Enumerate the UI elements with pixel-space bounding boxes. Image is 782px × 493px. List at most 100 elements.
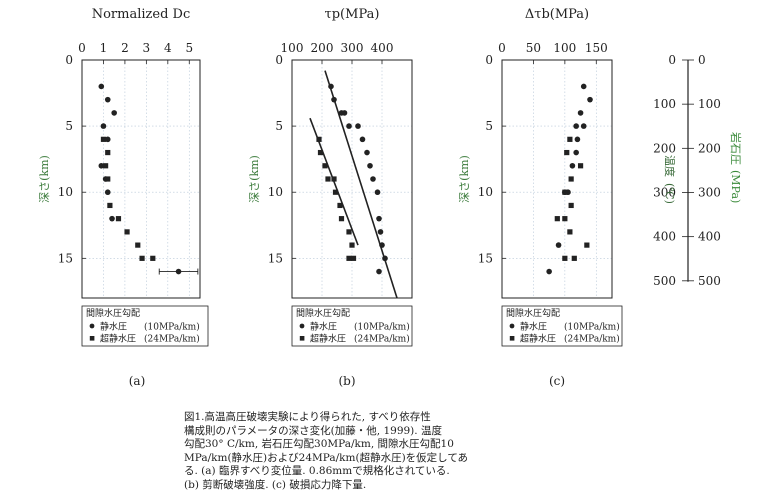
x-tick-label: 0 xyxy=(498,41,506,55)
data-point-suprahydrostatic xyxy=(103,163,109,169)
data-point-suprahydrostatic xyxy=(567,136,573,142)
data-point-hydrostatic xyxy=(175,268,182,275)
legend-unit: (10MPa/km) xyxy=(144,322,200,333)
temperature-label: 温度 xyxy=(663,155,677,177)
legend-unit: (24MPa/km) xyxy=(354,334,410,345)
x-tick-label: 400 xyxy=(371,41,394,55)
y-tick-label: 10 xyxy=(268,185,283,199)
data-point-hydrostatic xyxy=(364,149,370,156)
left-tick-label: 100 xyxy=(653,97,676,111)
x-tick-label: 1 xyxy=(100,41,108,55)
data-point-suprahydrostatic xyxy=(568,202,574,209)
legend-marker-square xyxy=(89,336,95,341)
legend-title: 間隙水圧勾配 xyxy=(86,307,140,319)
y-tick-label: 0 xyxy=(65,53,73,67)
data-point-suprahydrostatic xyxy=(567,229,573,235)
data-point-hydrostatic xyxy=(555,242,562,248)
legend-entry: 超静水圧 xyxy=(100,333,136,345)
data-point-hydrostatic xyxy=(109,215,115,222)
data-point-hydrostatic xyxy=(569,162,576,169)
data-point-hydrostatic xyxy=(104,189,111,196)
data-point-hydrostatic xyxy=(346,123,352,129)
panel-label: (a) xyxy=(129,374,146,388)
y-tick-label: 5 xyxy=(275,119,283,133)
y-tick-label: 0 xyxy=(275,53,283,67)
data-point-suprahydrostatic xyxy=(105,176,111,182)
y-tick-label: 15 xyxy=(268,251,283,265)
y-tick-label: 5 xyxy=(485,119,493,133)
left-tick-label: 300 xyxy=(653,185,676,199)
data-point-suprahydrostatic xyxy=(554,216,560,222)
legend-entry: 静水圧 xyxy=(520,321,547,333)
x-tick-label: 2 xyxy=(121,41,129,55)
y-tick-label: 10 xyxy=(58,185,73,199)
y-tick-label: 0 xyxy=(485,53,493,67)
data-point-hydrostatic xyxy=(374,189,381,196)
data-point-suprahydrostatic xyxy=(135,242,141,248)
right-tick-label: 200 xyxy=(698,141,721,155)
temperature-unit: (℃) xyxy=(663,183,676,204)
right-tick-label: 100 xyxy=(698,97,721,111)
data-point-hydrostatic xyxy=(98,162,105,169)
left-tick-label: 200 xyxy=(653,141,676,155)
right-axis: 0 0 100 100 200 200 300 300 400 400 500 500 温度 (℃) 岩石圧… xyxy=(653,53,743,288)
chart-title: τp(MPa) xyxy=(325,7,380,22)
rock-pressure-unit: (MPa) xyxy=(729,170,742,203)
legend-unit: (10MPa/km) xyxy=(354,322,410,333)
data-point-hydrostatic xyxy=(111,110,117,116)
right-tick-label: 500 xyxy=(698,274,721,288)
legend-unit: (24MPa/km) xyxy=(564,334,620,345)
left-tick-label: 400 xyxy=(653,230,676,244)
legend-unit: (24MPa/km) xyxy=(144,334,200,345)
x-tick-label: 200 xyxy=(311,41,334,55)
data-point-suprahydrostatic xyxy=(577,163,584,169)
panel-label: (b) xyxy=(338,374,355,388)
y-axis-label: 深さ(km) xyxy=(248,155,261,203)
x-tick-label: 150 xyxy=(585,41,608,55)
panel-label: (c) xyxy=(549,374,565,388)
panel-b: 100 200 300 400 0 5 10 15 τp(MPa) 深さ(km) 間隙水圧勾配静水圧… xyxy=(248,7,413,388)
data-point-suprahydrostatic xyxy=(346,229,352,235)
data-point-hydrostatic xyxy=(574,136,581,143)
data-point-suprahydrostatic xyxy=(331,176,337,182)
chart-title: Normalized Dc xyxy=(92,7,191,22)
x-tick-label: 0 xyxy=(78,41,86,55)
data-point-hydrostatic xyxy=(376,215,382,222)
data-point-hydrostatic xyxy=(376,268,382,275)
legend-marker-circle xyxy=(299,323,305,329)
data-point-suprahydrostatic xyxy=(100,136,107,142)
data-point-hydrostatic xyxy=(359,136,366,143)
data-point-hydrostatic xyxy=(580,83,587,90)
data-point-suprahydrostatic xyxy=(338,216,345,222)
legend-unit: (10MPa/km) xyxy=(564,322,620,333)
data-point-suprahydrostatic xyxy=(562,255,568,261)
data-point-suprahydrostatic xyxy=(346,255,352,261)
x-tick-label: 3 xyxy=(143,41,151,55)
left-tick-label: 0 xyxy=(668,53,676,67)
data-point-suprahydrostatic xyxy=(139,255,145,261)
data-point-hydrostatic xyxy=(577,110,584,116)
y-tick-label: 15 xyxy=(478,251,493,265)
legend-box xyxy=(291,305,413,347)
data-point-hydrostatic xyxy=(382,255,388,262)
data-point-suprahydrostatic xyxy=(332,189,339,195)
data-point-hydrostatic xyxy=(546,268,552,275)
x-tick-label: 5 xyxy=(185,41,193,55)
data-point-suprahydrostatic xyxy=(105,149,111,156)
data-point-hydrostatic xyxy=(573,123,579,129)
left-tick-label: 500 xyxy=(653,274,676,288)
x-tick-label: 50 xyxy=(526,41,541,55)
y-tick-label: 15 xyxy=(58,251,73,265)
x-tick-label: 4 xyxy=(164,41,172,55)
data-point-suprahydrostatic xyxy=(571,255,577,261)
legend-entry: 超静水圧 xyxy=(520,333,556,345)
x-tick-label: 300 xyxy=(341,41,364,55)
legend-marker-circle xyxy=(89,323,95,329)
data-point-suprahydrostatic xyxy=(337,202,343,209)
right-tick-label: 0 xyxy=(698,53,706,67)
